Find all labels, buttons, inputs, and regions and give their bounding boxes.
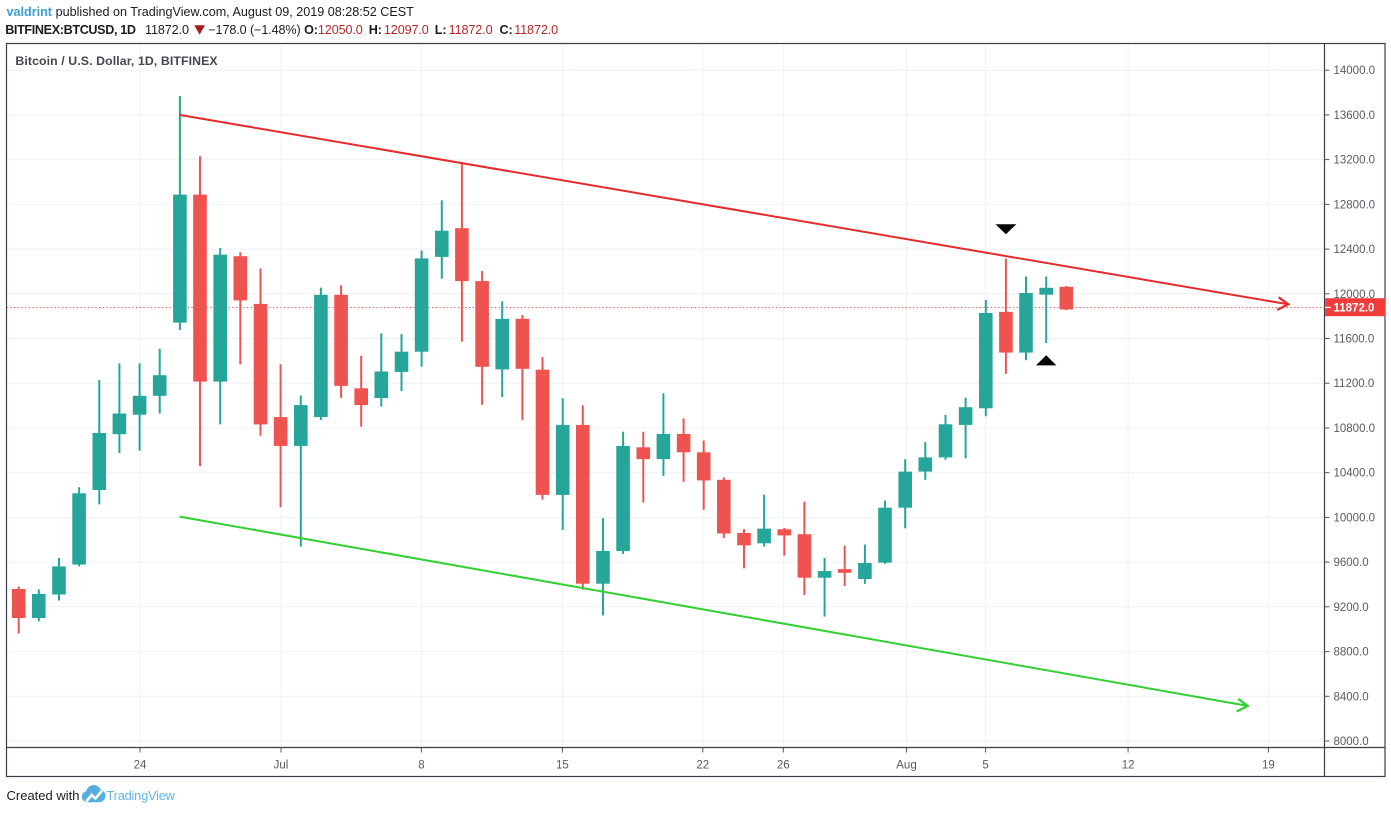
svg-text:8000.0: 8000.0: [1334, 736, 1369, 748]
svg-text:valdrint: valdrint: [7, 5, 53, 19]
svg-text:11872.0: 11872.0: [1334, 303, 1375, 315]
svg-text:8: 8: [418, 760, 424, 772]
svg-text:10800.0: 10800.0: [1334, 423, 1376, 435]
svg-text:11872.0: 11872.0: [449, 23, 493, 37]
svg-text:L:: L:: [435, 23, 447, 37]
svg-text:9600.0: 9600.0: [1334, 557, 1369, 569]
svg-text:12097.0: 12097.0: [384, 23, 429, 37]
svg-text:12400.0: 12400.0: [1334, 244, 1376, 256]
svg-text:C:: C:: [500, 23, 513, 37]
svg-text:10400.0: 10400.0: [1334, 468, 1376, 480]
svg-text:19: 19: [1262, 760, 1275, 772]
svg-text:H:: H:: [369, 23, 382, 37]
svg-text:O:: O:: [304, 23, 318, 37]
svg-text:13200.0: 13200.0: [1334, 155, 1376, 167]
svg-text:11872.0: 11872.0: [514, 23, 558, 37]
svg-text:Bitcoin / U.S. Dollar, 1D, BIT: Bitcoin / U.S. Dollar, 1D, BITFINEX: [15, 54, 218, 68]
svg-text:15: 15: [556, 760, 569, 772]
svg-text:8800.0: 8800.0: [1334, 647, 1369, 659]
svg-text:9200.0: 9200.0: [1334, 602, 1369, 614]
svg-text:10000.0: 10000.0: [1334, 512, 1376, 524]
svg-text:11600.0: 11600.0: [1334, 334, 1375, 346]
svg-text:22: 22: [696, 760, 709, 772]
svg-text:12: 12: [1122, 760, 1135, 772]
svg-text:12800.0: 12800.0: [1334, 199, 1376, 211]
svg-text:published on TradingView.com,: published on TradingView.com, August 09,…: [56, 5, 415, 19]
svg-text:11872.0: 11872.0: [145, 23, 189, 37]
svg-text:12050.0: 12050.0: [318, 23, 363, 37]
svg-text:Jul: Jul: [274, 760, 289, 772]
svg-text:13600.0: 13600.0: [1334, 110, 1376, 122]
svg-text:TradingView: TradingView: [107, 788, 176, 803]
svg-text:14000.0: 14000.0: [1334, 65, 1376, 77]
svg-text:11200.0: 11200.0: [1334, 378, 1375, 390]
svg-text:26: 26: [777, 760, 790, 772]
svg-text:5: 5: [982, 760, 988, 772]
svg-text:−178.0 (−1.48%): −178.0 (−1.48%): [208, 23, 300, 37]
svg-text:8400.0: 8400.0: [1334, 691, 1369, 703]
svg-text:Aug: Aug: [896, 760, 916, 772]
svg-text:12000.0: 12000.0: [1334, 289, 1376, 301]
svg-text:Created with: Created with: [7, 788, 80, 803]
svg-text:BITFINEX:BTCUSD, 1D: BITFINEX:BTCUSD, 1D: [5, 23, 136, 37]
svg-text:24: 24: [134, 760, 147, 772]
